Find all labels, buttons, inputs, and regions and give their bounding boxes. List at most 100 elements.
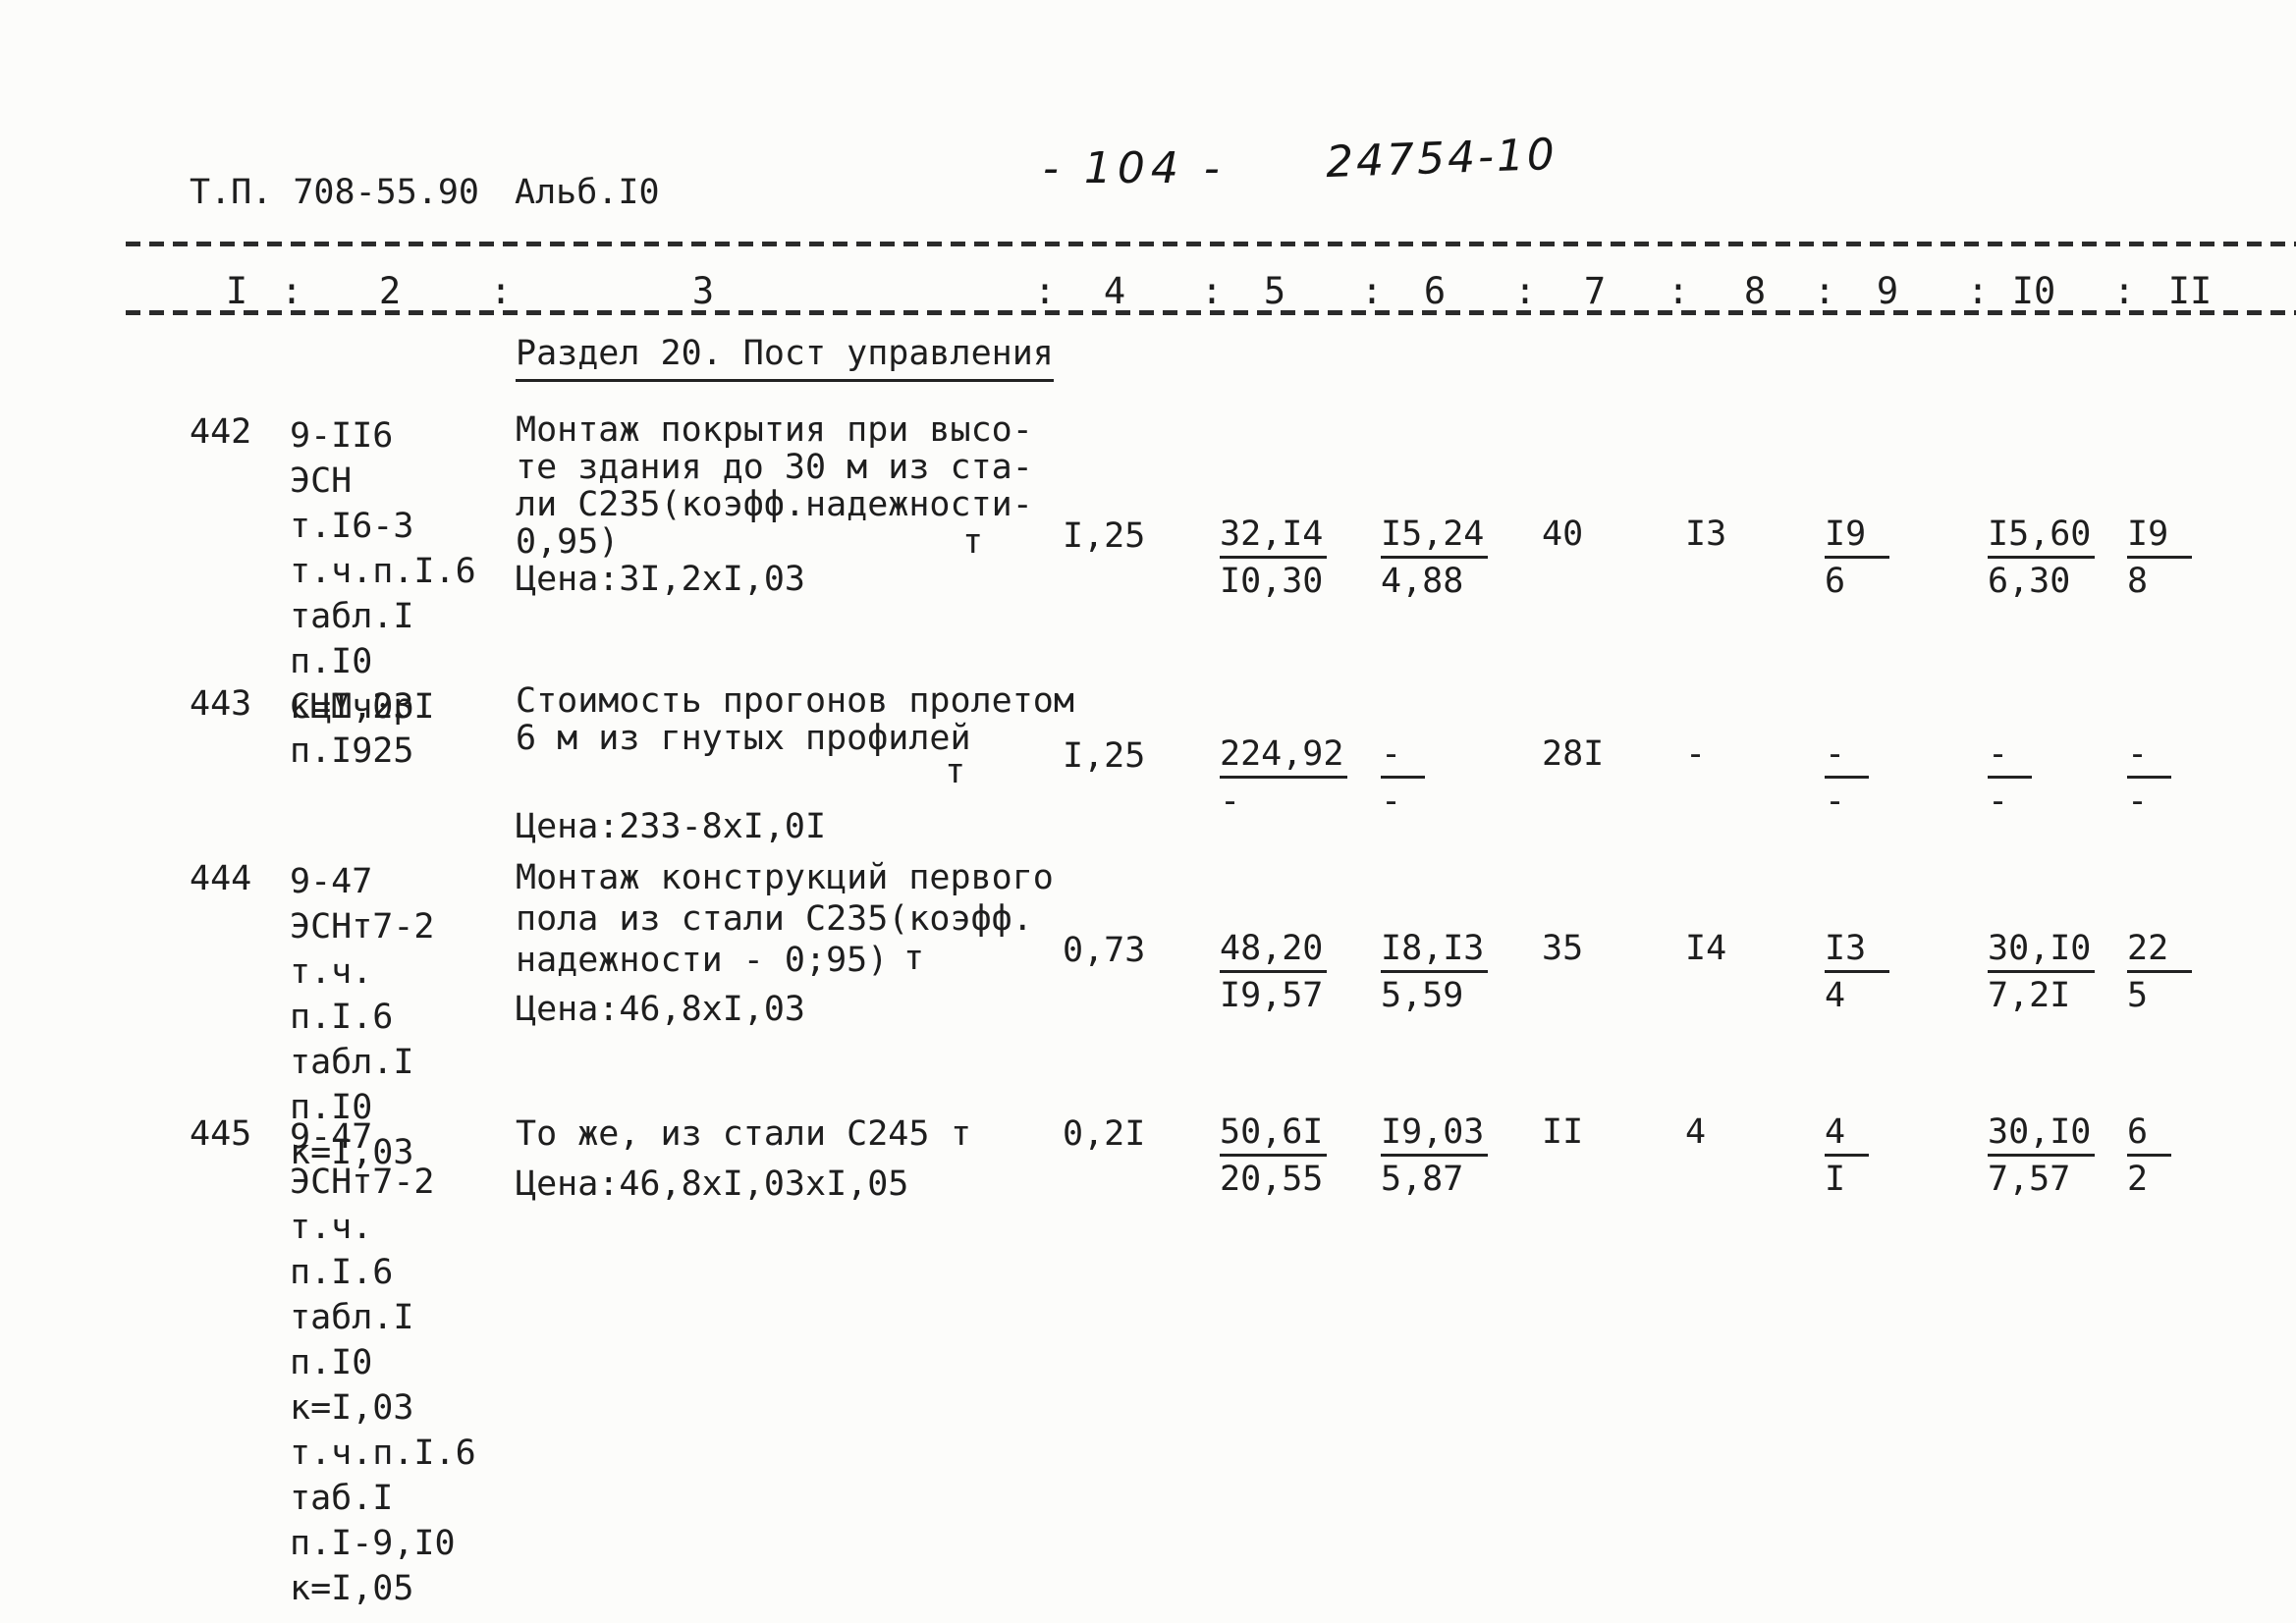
column-header-6: 6 [1423, 270, 1447, 312]
row-number: 445 [190, 1114, 252, 1154]
norm-code-line: к=I,03 [290, 1133, 414, 1172]
value-top: I9,03 [1381, 1114, 1489, 1157]
value-top: 40 [1542, 514, 1584, 554]
value-cell-col7: 28I [1542, 736, 1604, 773]
unit-label: т [951, 1114, 972, 1154]
column-separator: : [1813, 270, 1836, 312]
value-cell-col6: I8,I3 5,59 [1381, 931, 1489, 1015]
value-cell-col5: 48,20 I9,57 [1220, 931, 1328, 1014]
value-bottom: I [1825, 1160, 1846, 1199]
value-bottom: 6,30 [1988, 562, 2071, 601]
value-cell-col9: -- [1825, 736, 1870, 821]
column-separator: : [1033, 270, 1057, 312]
column-header-5: 5 [1263, 270, 1286, 312]
price-formula: Цена:3I,2хI,03 [516, 560, 806, 599]
value-top: I4 [1685, 929, 1727, 968]
doc-reference: Т.П. 708-55.90 [190, 173, 480, 212]
value-top: 4 [1685, 1112, 1707, 1152]
norm-code-line: п.I0 [290, 1343, 373, 1382]
column-header-4: 4 [1103, 270, 1126, 312]
value-cell-col6: I9,03 5,87 [1381, 1114, 1489, 1199]
value-top: - [1685, 734, 1707, 774]
norm-code-line: т.I6-3 [290, 507, 414, 546]
column-header-8: 8 [1743, 270, 1767, 312]
norm-code-line: п.I0 [290, 642, 373, 681]
norm-code-line: п.I-9,I0 [290, 1524, 456, 1563]
value-cell-col5: 50,6I 20,55 [1220, 1114, 1328, 1199]
quantity-value: 0,73 [1063, 931, 1146, 970]
value-top: - [1381, 736, 1426, 779]
value-bottom: - [1825, 782, 1846, 821]
norm-code-line: ЭСНт7-2 [290, 1163, 435, 1202]
value-cell-col7: II [1542, 1114, 1583, 1151]
value-cell-col10: 30,I0 7,2I [1988, 931, 2096, 1014]
price-formula: Цена:233-8хI,0I [516, 807, 827, 846]
value-bottom: 4 [1825, 976, 1846, 1015]
norm-code-line: п.I0 [290, 1088, 373, 1127]
column-separator: : [1513, 270, 1537, 312]
column-header-7: 7 [1583, 270, 1607, 312]
value-bottom: 7,57 [1988, 1160, 2071, 1199]
value-top: I5,60 [1988, 516, 2096, 559]
value-top: 48,20 [1220, 931, 1328, 973]
value-top: 28I [1542, 734, 1605, 774]
value-top: 22 [2127, 931, 2193, 973]
value-bottom: 5,59 [1381, 976, 1464, 1015]
value-cell-col8: I4 [1685, 931, 1726, 967]
column-separator: : [280, 270, 303, 312]
description-line: То же, из стали С245 [516, 1114, 930, 1154]
norm-code-line: 9-47 [290, 1117, 373, 1157]
value-top: 224,92 [1220, 736, 1348, 779]
column-separator: : [1966, 270, 1990, 312]
column-separator: : [489, 270, 513, 312]
description-line: те здания до 30 м из ста- [516, 448, 1033, 487]
value-cell-col10: I5,60 6,30 [1988, 516, 2096, 601]
column-separator: : [1200, 270, 1224, 312]
value-top: I3 [1685, 514, 1727, 554]
value-cell-col5: 224,92- [1220, 736, 1348, 821]
value-bottom: - [1381, 782, 1402, 821]
unit-label: т [945, 752, 966, 791]
norm-code-line: т.ч.п.I.6 [290, 1434, 476, 1473]
value-cell-col8: I3 [1685, 516, 1726, 553]
value-cell-col11: I9 8 [2127, 516, 2193, 600]
unit-label: т [903, 939, 925, 978]
value-cell-col10: -- [1988, 736, 2033, 821]
norm-code-line: табл.I [290, 1298, 414, 1337]
value-bottom: - [1220, 782, 1241, 821]
norm-code-line: табл.I [290, 1043, 414, 1082]
value-bottom: 20,55 [1220, 1160, 1324, 1199]
norm-code-line: п.I.6 [290, 1253, 394, 1292]
value-cell-col7: 35 [1542, 931, 1583, 967]
column-header-II: II [2167, 270, 2213, 312]
dashed-rule-top [126, 242, 2296, 246]
value-top: 6 [2127, 1114, 2172, 1157]
row-number: 442 [190, 412, 252, 452]
value-top: 35 [1542, 929, 1584, 968]
norm-code-line: т.ч. [290, 952, 373, 992]
norm-code-line: к=I,03 [290, 687, 414, 727]
column-header-9: 9 [1876, 270, 1899, 312]
value-cell-col11: -- [2127, 736, 2172, 820]
column-header-I: I [225, 270, 248, 312]
value-bottom: - [1988, 782, 2009, 821]
stamp-number: 24754-10 [1325, 129, 1558, 189]
value-bottom: 5 [2127, 976, 2149, 1015]
norm-code-line: 9-47 [290, 862, 373, 901]
value-cell-col8: 4 [1685, 1114, 1706, 1151]
unit-label: т [962, 522, 984, 562]
quantity-value: 0,2I [1063, 1114, 1146, 1154]
document-header: Т.П. 708-55.90 Альб.I0 [190, 175, 660, 211]
value-top: 30,I0 [1988, 1114, 2096, 1157]
norm-code-line: т.ч.п.I.6 [290, 552, 476, 591]
price-formula: Цена:46,8хI,03 [516, 990, 806, 1029]
norm-code-line: к=I,05 [290, 1569, 414, 1608]
norm-code-line: к=I,03 [290, 1388, 414, 1428]
value-top: 4 [1825, 1114, 1870, 1157]
price-formula: Цена:46,8хI,03хI,05 [516, 1164, 909, 1204]
value-bottom: I0,30 [1220, 562, 1324, 601]
value-bottom: 5,87 [1381, 1160, 1464, 1199]
